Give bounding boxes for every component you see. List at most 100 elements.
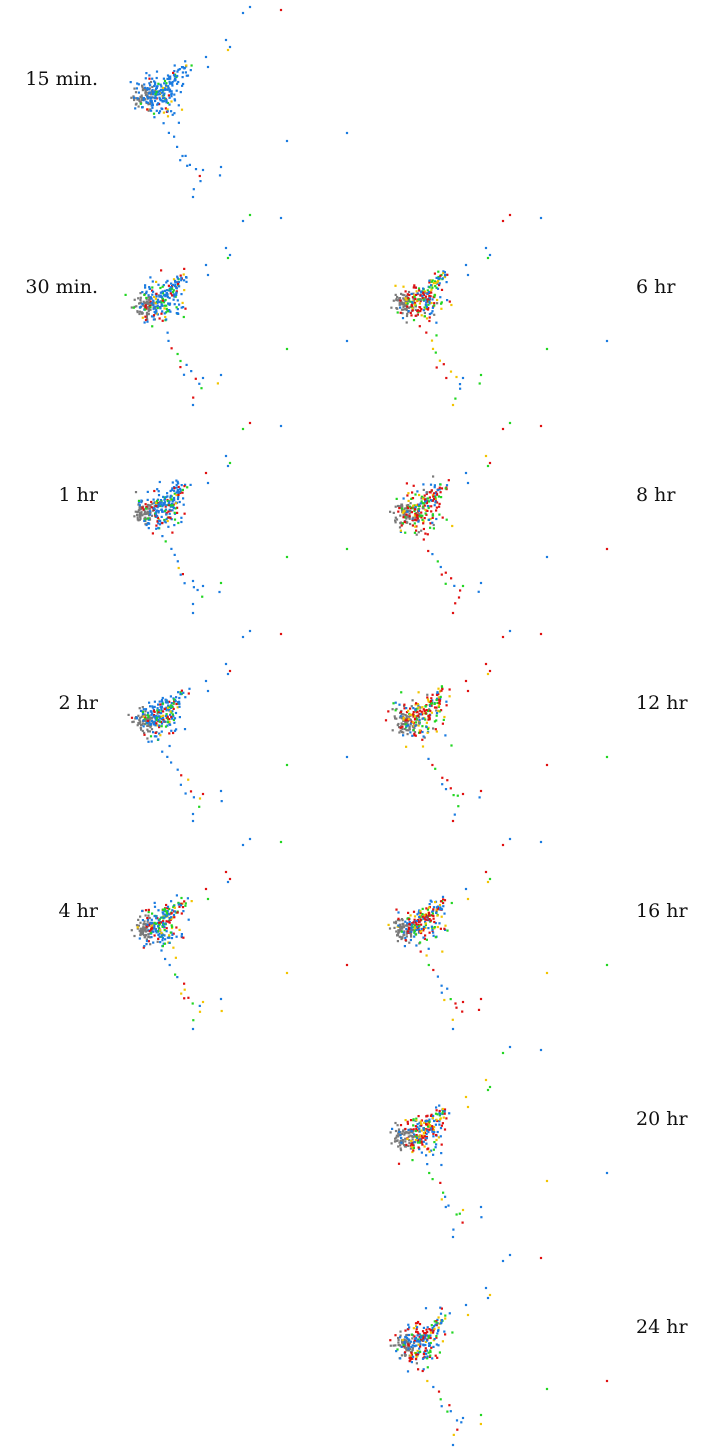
scatter-point [161, 310, 164, 313]
scatter-point [424, 1138, 427, 1141]
scatter-point [180, 935, 183, 938]
scatter-point [419, 1350, 422, 1353]
scatter-point [435, 712, 439, 715]
scatter-point [430, 288, 433, 291]
scatter-point [143, 731, 146, 734]
scatter-point [133, 87, 136, 90]
scatter-point [425, 1133, 428, 1136]
scatter-point [436, 701, 439, 704]
scatter-point [400, 292, 403, 295]
scatter-point [166, 296, 169, 299]
scatter-point [448, 688, 451, 691]
scatter-point [408, 505, 411, 508]
scatter-point [466, 689, 470, 693]
scatter-point [440, 1124, 443, 1127]
scatter-point [424, 709, 427, 712]
scatter-point [151, 77, 154, 80]
scatter-point [447, 1204, 450, 1207]
scatter-point [416, 1141, 420, 1144]
scatter-point [139, 305, 143, 308]
scatter-point [412, 1133, 416, 1136]
scatter-point [428, 906, 431, 909]
scatter-point [429, 1329, 432, 1332]
scatter-point [420, 710, 423, 713]
scatter-point [417, 298, 420, 301]
scatter-point [405, 314, 409, 318]
scatter-point [164, 540, 167, 543]
scatter-point [145, 939, 149, 943]
scatter-point [170, 282, 173, 285]
scatter-point [173, 75, 176, 78]
scatter-point [133, 298, 136, 301]
scatter-point [410, 1351, 413, 1354]
scatter-point [176, 145, 179, 148]
scatter-point [166, 294, 169, 297]
scatter-point [398, 919, 401, 922]
scatter-point [414, 1337, 417, 1340]
scatter-point [173, 79, 176, 82]
scatter-point [429, 1114, 433, 1117]
scatter-point [169, 710, 172, 713]
scatter-point [177, 496, 180, 499]
scatter-point [400, 509, 404, 512]
scatter-point [399, 1330, 402, 1333]
scatter-point [426, 1163, 429, 1166]
scatter-point [412, 1146, 415, 1149]
scatter-point [171, 84, 174, 87]
scatter-point [461, 584, 465, 588]
scatter-point [184, 71, 187, 74]
scatter-point [436, 1356, 439, 1359]
scatter-point [160, 304, 163, 307]
scatter-point [130, 929, 133, 932]
scatter-point [437, 1390, 441, 1393]
scatter-point [401, 505, 404, 508]
scatter-point [400, 503, 404, 506]
scatter-point [165, 307, 168, 310]
scatter-point [171, 113, 174, 116]
scatter-point [450, 303, 453, 307]
scatter-point [219, 581, 223, 585]
scatter-point [144, 516, 147, 519]
scatter-point [438, 903, 442, 907]
scatter-point [415, 504, 418, 507]
scatter-point [430, 489, 433, 492]
scatter-point [451, 1443, 455, 1447]
scatter-point [183, 997, 186, 1000]
scatter-point [132, 95, 135, 98]
scatter-point [138, 504, 141, 507]
scatter-point [424, 1356, 427, 1359]
scatter-point [145, 317, 148, 320]
scatter-point [153, 489, 156, 493]
scatter-point [405, 513, 408, 516]
scatter-point [143, 723, 146, 726]
scatter-point [178, 500, 181, 504]
panel-label: 4 hr [59, 900, 99, 922]
scatter-point [397, 931, 400, 934]
scatter-point [440, 301, 443, 304]
scatter-point [166, 716, 169, 719]
scatter-point [436, 302, 439, 305]
scatter-point [165, 699, 168, 702]
scatter-point [171, 500, 174, 503]
scatter-point [140, 715, 143, 718]
scatter-point [150, 500, 153, 504]
scatter-point [169, 496, 172, 499]
scatter-point [444, 571, 447, 574]
scatter-point [430, 510, 433, 513]
scatter-point [418, 712, 421, 715]
scatter-point [147, 716, 150, 719]
scatter-point [173, 916, 176, 919]
scatter-point [508, 629, 512, 633]
scatter-point [410, 1129, 413, 1133]
scatter-point [179, 366, 182, 369]
scatter-point [162, 916, 165, 919]
scatter-point [427, 726, 430, 729]
scatter-point [416, 1339, 419, 1342]
scatter-point [417, 928, 420, 931]
scatter-point [159, 88, 162, 91]
scatter-point [424, 303, 427, 306]
scatter-point [431, 1331, 435, 1334]
scatter-point [178, 303, 181, 306]
scatter-point [405, 1333, 409, 1337]
scatter-point [143, 88, 146, 91]
